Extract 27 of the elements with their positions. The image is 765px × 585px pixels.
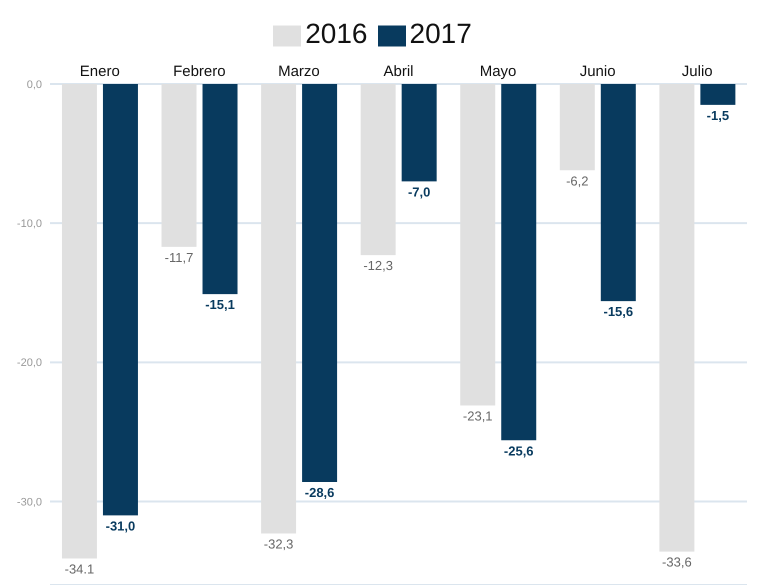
x-tick-label: Febrero xyxy=(173,63,226,80)
data-label: -15,6 xyxy=(603,304,634,320)
y-tick-label: 0,0 xyxy=(26,78,42,91)
x-tick-label: Marzo xyxy=(278,63,320,80)
data-label: -28,6 xyxy=(304,485,334,500)
x-tick-label: Julio xyxy=(682,63,713,80)
data-label: -12,3 xyxy=(363,258,393,274)
legend-label: 2017 xyxy=(410,18,472,49)
data-label: -7,0 xyxy=(408,184,430,200)
data-label: -11,7 xyxy=(164,250,194,265)
x-tick-label: Abril xyxy=(383,63,414,80)
data-label: -1,5 xyxy=(706,108,730,123)
data-label: -23,1 xyxy=(462,408,493,424)
x-tick-label: Junio xyxy=(580,63,616,80)
x-tick-label: Mayo xyxy=(480,63,516,80)
y-tick-label: -20,0 xyxy=(16,357,42,370)
data-label: -15,1 xyxy=(205,297,235,312)
y-tick-label: -10,0 xyxy=(16,218,42,230)
data-label: -6,2 xyxy=(566,173,589,188)
data-label: -31,0 xyxy=(106,518,136,534)
data-label: -25,6 xyxy=(504,443,534,458)
data-label: -32,3 xyxy=(264,536,294,552)
data-label: -34.1 xyxy=(64,562,94,577)
y-tick-label: -30,0 xyxy=(16,496,42,508)
x-tick-label: Enero xyxy=(80,63,120,80)
legend-label: 2016 xyxy=(305,18,368,49)
data-label: -33,6 xyxy=(662,554,692,570)
